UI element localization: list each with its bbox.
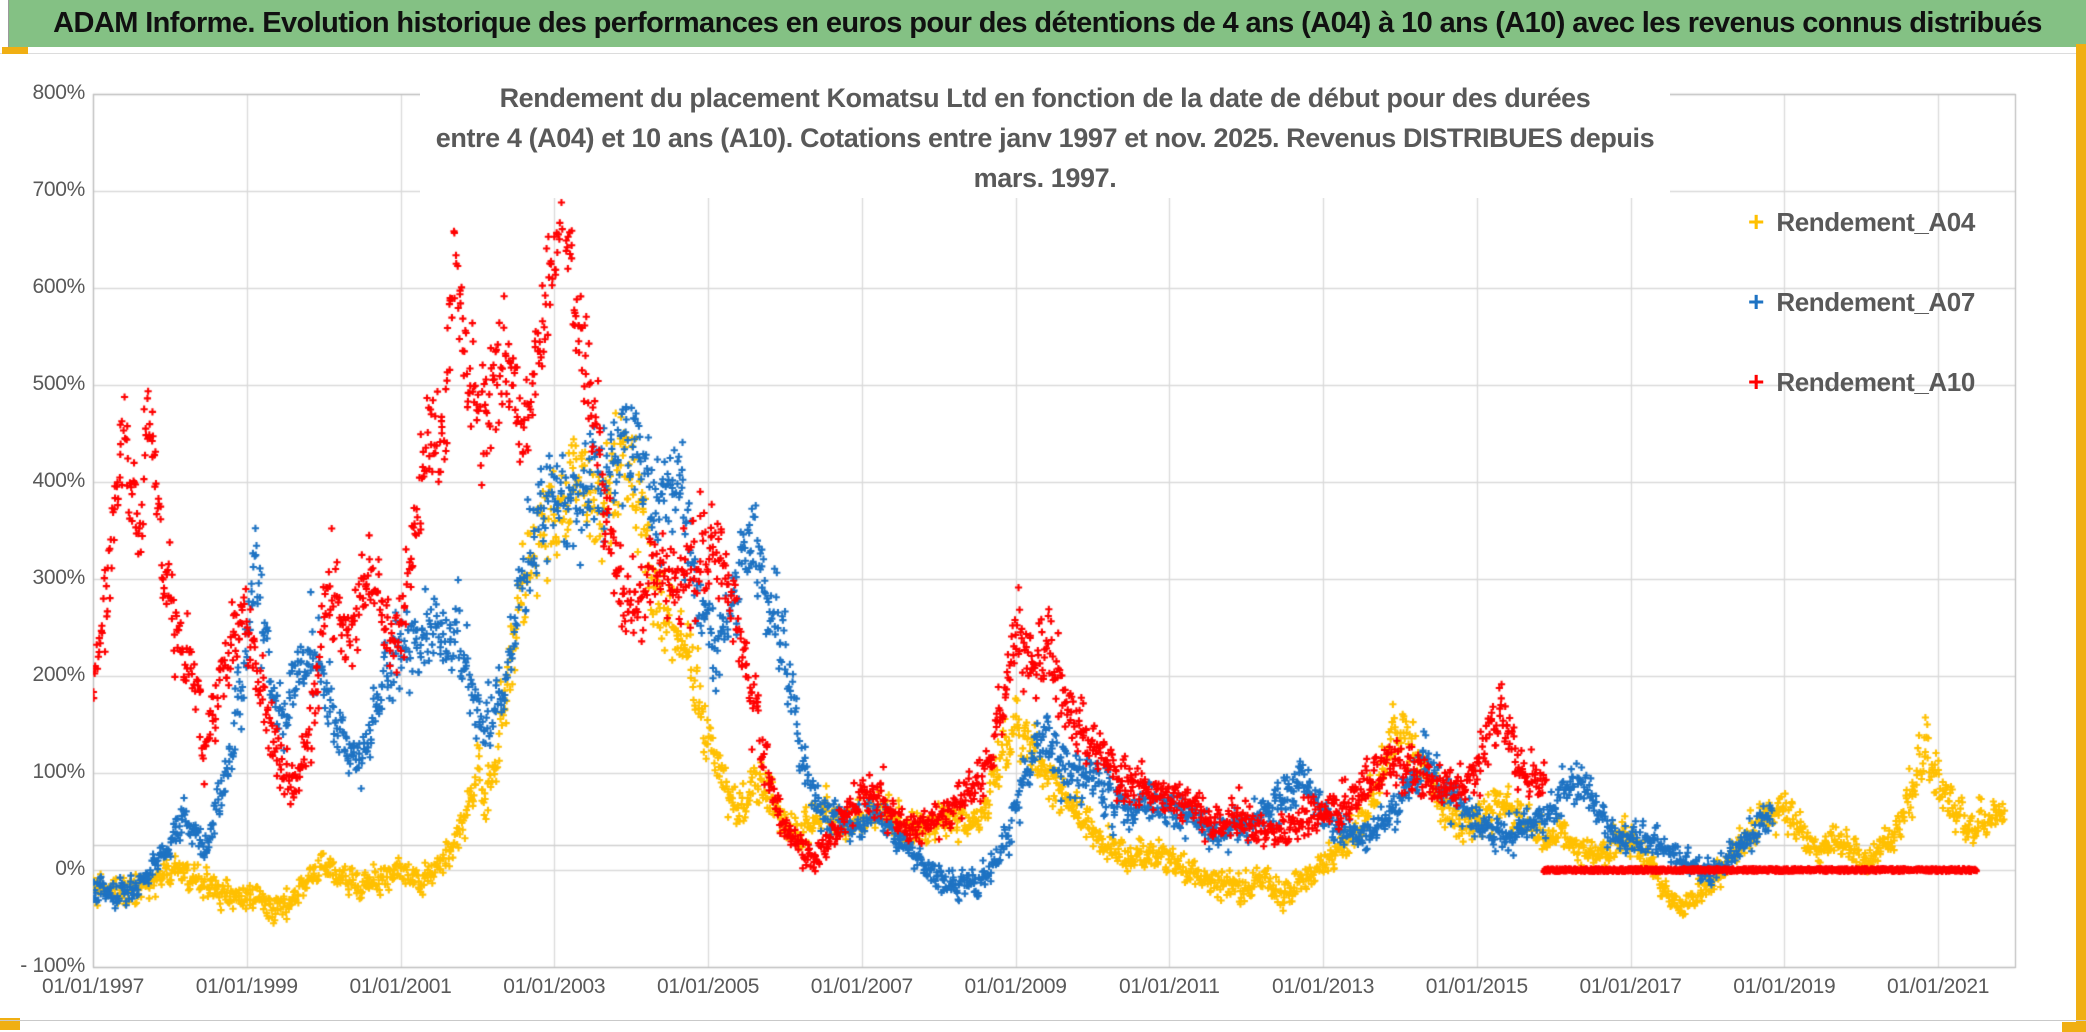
- y-tick-label: 500%: [32, 372, 85, 395]
- x-tick-label: 01/01/2011: [1119, 975, 1220, 998]
- x-tick-label: 01/01/1999: [195, 975, 298, 998]
- legend-item-rendement_a07: + Rendement_A07: [1748, 286, 1975, 318]
- x-tick-label: 01/01/1997: [41, 975, 145, 998]
- x-tick-label: 01/01/2007: [810, 975, 913, 998]
- chart-title-line2: entre 4 (A04) et 10 ans (A10). Cotations…: [435, 123, 1655, 193]
- chart-title: Rendement du placement Komatsu Ltd en fo…: [420, 78, 1670, 198]
- y-tick-label: 400%: [32, 469, 85, 492]
- x-tick-label: 01/01/2013: [1272, 975, 1375, 998]
- y-tick-label: 0%: [55, 857, 85, 880]
- plus-marker-icon: +: [1748, 366, 1765, 397]
- x-tick-label: 01/01/2019: [1733, 975, 1836, 998]
- plus-marker-icon: +: [1748, 286, 1765, 317]
- y-tick-label: 200%: [32, 663, 85, 686]
- x-tick-label: 01/01/2021: [1887, 975, 1990, 998]
- legend-label: Rendement_A07: [1776, 287, 1975, 317]
- x-tick-label: 01/01/2003: [503, 975, 606, 998]
- y-tick-label: 700%: [32, 178, 85, 201]
- legend-label: Rendement_A10: [1776, 367, 1975, 397]
- y-tick-label: - 100%: [20, 954, 85, 977]
- legend-item-rendement_a10: + Rendement_A10: [1748, 366, 1975, 398]
- y-tick-label: 800%: [32, 81, 85, 104]
- x-tick-label: 01/01/2005: [656, 975, 760, 998]
- y-tick-label: 600%: [32, 275, 85, 298]
- y-tick-label: 100%: [32, 760, 85, 783]
- x-tick-label: 01/01/2015: [1425, 975, 1528, 998]
- x-tick-label: 01/01/2017: [1579, 975, 1682, 998]
- x-tick-label: 01/01/2001: [349, 975, 452, 998]
- x-tick-label: 01/01/2009: [964, 975, 1067, 998]
- plus-marker-icon: +: [1748, 206, 1765, 237]
- legend-label: Rendement_A04: [1776, 207, 1975, 237]
- y-tick-label: 300%: [32, 566, 85, 589]
- legend-item-rendement_a04: + Rendement_A04: [1748, 206, 1975, 238]
- chart-title-line1: Rendement du placement Komatsu Ltd en fo…: [499, 83, 1591, 113]
